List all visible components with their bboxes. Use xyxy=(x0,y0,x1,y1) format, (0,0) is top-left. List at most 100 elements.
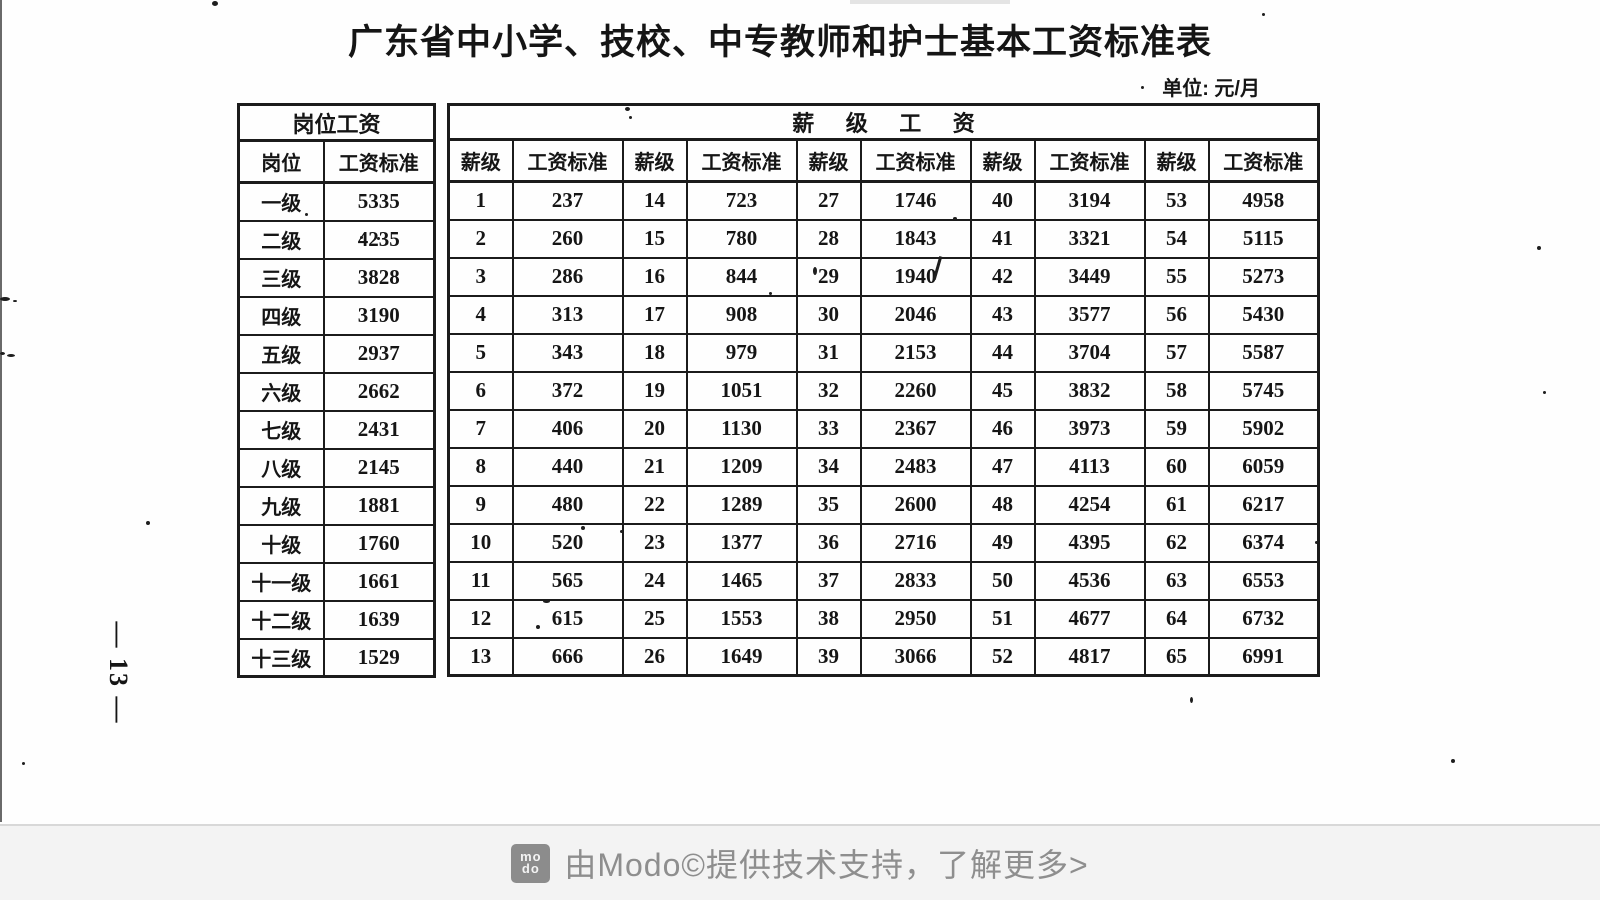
salary-cell: 3832 xyxy=(1033,370,1146,411)
grade-cell: 35 xyxy=(795,484,862,525)
modo-logo-text-top: mo xyxy=(520,848,542,864)
grade-cell: 十一级 xyxy=(237,561,325,602)
column-header: 工资标准 xyxy=(322,139,436,184)
position-table-header-row: 岗位 工资标准 xyxy=(237,139,436,184)
salary-cell: 372 xyxy=(511,370,624,411)
salary-cell: 286 xyxy=(511,256,624,297)
position-table-body: 一级 5335 二级 4235 三级 3828 四级 3190 五级 2937 六级 2662 七级 24… xyxy=(237,181,436,678)
grade-cell: 9 xyxy=(447,484,514,525)
table-row: 三级 3828 xyxy=(237,257,436,298)
salary-cell: 343 xyxy=(511,332,624,373)
table-row: 9 480 22 1289 35 2600 48 4254 61 6217 xyxy=(447,484,1320,525)
salary-cell: 2153 xyxy=(859,332,972,373)
table-row: 二级 4235 xyxy=(237,219,436,260)
salary-cell: 406 xyxy=(511,408,624,449)
salary-cell: 615 xyxy=(511,598,624,639)
salary-cell: 3449 xyxy=(1033,256,1146,297)
salary-cell: 2937 xyxy=(322,333,436,374)
scan-speck xyxy=(0,352,5,355)
table-row: 12 615 25 1553 38 2950 51 4677 64 6732 xyxy=(447,598,1320,639)
scan-speck xyxy=(625,107,630,111)
salary-cell: 2950 xyxy=(859,598,972,639)
grade-cell: 27 xyxy=(795,180,862,221)
scan-speck xyxy=(146,521,150,525)
grade-cell: 28 xyxy=(795,218,862,259)
salary-cell: 3828 xyxy=(322,257,436,298)
scan-speck xyxy=(1537,246,1541,250)
modo-footer-bar: mo do 由Modo©提供技术支持，了解更多> xyxy=(0,824,1600,900)
salary-cell: 3973 xyxy=(1033,408,1146,449)
salary-cell: 1553 xyxy=(685,598,798,639)
grade-cell: 45 xyxy=(969,370,1036,411)
grade-cell: 34 xyxy=(795,446,862,487)
grade-cell: 一级 xyxy=(237,181,325,222)
salary-cell: 480 xyxy=(511,484,624,525)
grade-cell: 四级 xyxy=(237,295,325,336)
table-row: 十二级 1639 xyxy=(237,599,436,640)
scan-speck xyxy=(629,116,632,119)
grade-cell: 42 xyxy=(969,256,1036,297)
grade-cell: 39 xyxy=(795,636,862,677)
column-header: 工资标准 xyxy=(859,138,972,183)
grade-cell: 49 xyxy=(969,522,1036,563)
grade-cell: 32 xyxy=(795,370,862,411)
grade-cell: 47 xyxy=(969,446,1036,487)
scan-speck xyxy=(377,237,380,240)
grade-cell: 六级 xyxy=(237,371,325,412)
grade-cell: 8 xyxy=(447,446,514,487)
salary-cell: 237 xyxy=(511,180,624,221)
grade-cell: 三级 xyxy=(237,257,325,298)
grade-cell: 36 xyxy=(795,522,862,563)
salary-cell: 4536 xyxy=(1033,560,1146,601)
modo-logo-text-bottom: do xyxy=(521,861,540,876)
grade-cell: 十三级 xyxy=(237,637,325,678)
scan-speck xyxy=(360,236,363,239)
table-row: 八级 2145 xyxy=(237,447,436,488)
grade-cell: 33 xyxy=(795,408,862,449)
salary-cell: 3066 xyxy=(859,636,972,677)
table-row: 10 520 23 1377 36 2716 49 4395 62 6374 xyxy=(447,522,1320,563)
column-header: 薪级 xyxy=(795,138,862,183)
grade-cell: 26 xyxy=(621,636,688,677)
column-header: 薪级 xyxy=(447,138,514,183)
salary-cell: 2260 xyxy=(859,370,972,411)
grade-cell: 24 xyxy=(621,560,688,601)
salary-cell: 6374 xyxy=(1207,522,1320,563)
grade-cell: 20 xyxy=(621,408,688,449)
grade-cell: 23 xyxy=(621,522,688,563)
salary-cell: 4235 xyxy=(322,219,436,260)
salary-cell: 2600 xyxy=(859,484,972,525)
footer-support-link[interactable]: 由Modo©提供技术支持，了解更多> xyxy=(564,847,1089,883)
grade-cell: 18 xyxy=(621,332,688,373)
grade-cell: 22 xyxy=(621,484,688,525)
scan-speck xyxy=(212,1,218,6)
grade-cell: 21 xyxy=(621,446,688,487)
salary-cell: 1465 xyxy=(685,560,798,601)
grade-cell: 31 xyxy=(795,332,862,373)
grade-cell: 29 xyxy=(795,256,862,297)
table-row: 九级 1881 xyxy=(237,485,436,526)
table-row: 四级 3190 xyxy=(237,295,436,336)
position-table-title-row: 岗位工资 xyxy=(237,103,436,142)
grade-cell: 46 xyxy=(969,408,1036,449)
grade-cell: 九级 xyxy=(237,485,325,526)
grade-cell: 13 xyxy=(447,636,514,677)
salary-cell: 3190 xyxy=(322,295,436,336)
grade-cell: 50 xyxy=(969,560,1036,601)
salary-cell: 2833 xyxy=(859,560,972,601)
grade-cell: 52 xyxy=(969,636,1036,677)
salary-cell: 780 xyxy=(685,218,798,259)
grade-cell: 19 xyxy=(621,370,688,411)
column-header: 工资标准 xyxy=(685,138,798,183)
salary-cell: 5745 xyxy=(1207,370,1320,411)
salary-cell: 565 xyxy=(511,560,624,601)
salary-cell: 5902 xyxy=(1207,408,1320,449)
grade-cell: 4 xyxy=(447,294,514,335)
grade-cell: 51 xyxy=(969,598,1036,639)
scan-speck xyxy=(13,300,17,302)
grade-cell: 十二级 xyxy=(237,599,325,640)
salary-cell: 5273 xyxy=(1207,256,1320,297)
scan-speck xyxy=(536,625,540,629)
column-header: 工资标准 xyxy=(1033,138,1146,183)
salary-cell: 2046 xyxy=(859,294,972,335)
